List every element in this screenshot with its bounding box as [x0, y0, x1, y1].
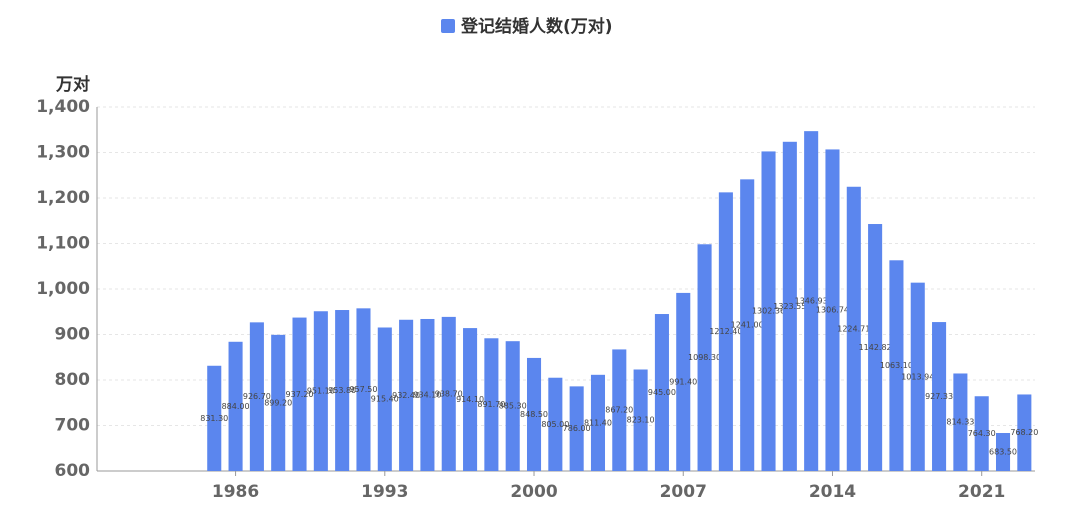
bar — [633, 369, 648, 471]
bar — [974, 396, 989, 471]
data-label: 914.10 — [456, 395, 484, 404]
data-label: 915.40 — [371, 395, 399, 404]
bar — [548, 377, 563, 471]
y-axis-label: 万对 — [55, 74, 90, 95]
data-label: 683.50 — [989, 448, 1017, 457]
bar — [569, 386, 584, 471]
data-label: 1224.71 — [837, 324, 870, 333]
bar — [335, 310, 350, 471]
bar — [292, 317, 307, 471]
bar — [249, 322, 264, 471]
bar — [846, 186, 861, 471]
bar — [676, 292, 691, 471]
data-label: 927.33 — [925, 392, 953, 401]
data-label: 926.70 — [243, 392, 271, 401]
bar — [995, 433, 1011, 471]
bar — [718, 192, 733, 471]
bar — [782, 141, 797, 472]
data-label: 805.00 — [541, 420, 569, 429]
x-tick-label: 1986 — [212, 482, 259, 502]
bar — [590, 374, 606, 471]
data-label: 764.30 — [968, 429, 996, 438]
data-label: 867.20 — [605, 406, 633, 415]
x-tick-label: 2007 — [660, 482, 707, 502]
bar — [313, 311, 328, 471]
data-label: 932.40 — [392, 391, 420, 400]
data-label: 1306.74 — [816, 306, 849, 315]
x-tick-label: 2014 — [809, 482, 856, 502]
bar — [271, 334, 286, 471]
bar — [697, 244, 712, 471]
bar — [612, 349, 627, 471]
data-label: 885.30 — [499, 402, 527, 411]
bar — [228, 341, 243, 471]
bar — [526, 357, 542, 471]
legend-label: 登记结婚人数(万对) — [460, 16, 613, 37]
x-tick-label: 2021 — [958, 482, 1005, 502]
data-label: 1323.55 — [773, 302, 806, 311]
bar — [932, 322, 947, 471]
y-tick-label: 1,000 — [36, 279, 90, 299]
data-label: 786.00 — [563, 424, 591, 433]
bar — [868, 224, 883, 471]
data-label: 951.10 — [307, 387, 335, 396]
data-label: 1098.30 — [688, 353, 721, 362]
data-label: 1142.82 — [859, 343, 892, 352]
bar — [1017, 394, 1032, 471]
bar — [399, 319, 414, 471]
y-tick-label: 1,400 — [36, 97, 90, 117]
data-label: 1013.94 — [901, 372, 934, 381]
bar — [463, 328, 478, 471]
bar — [377, 327, 392, 471]
bar — [505, 341, 520, 471]
bar — [910, 282, 925, 471]
bar — [420, 318, 435, 471]
y-tick-label: 900 — [55, 325, 91, 345]
data-label: 1346.93 — [795, 297, 828, 306]
y-tick-label: 1,300 — [36, 143, 90, 163]
legend-swatch — [441, 19, 455, 33]
data-label: 823.10 — [627, 416, 655, 425]
data-label: 1063.10 — [880, 361, 913, 370]
bar — [207, 365, 222, 471]
data-label: 891.70 — [477, 400, 505, 409]
data-label: 1302.36 — [752, 307, 785, 316]
y-tick-label: 1,100 — [36, 234, 90, 254]
x-tick-label: 2000 — [510, 482, 557, 502]
bar — [441, 316, 456, 471]
y-tick-label: 600 — [55, 461, 91, 481]
data-label: 768.20 — [1010, 428, 1038, 437]
x-tick-label: 1993 — [361, 482, 408, 502]
bar — [484, 338, 499, 471]
data-label: 957.50 — [349, 385, 377, 394]
data-label: 884.00 — [222, 402, 250, 411]
data-label: 938.70 — [435, 389, 463, 398]
bar — [654, 314, 669, 471]
y-tick-label: 1,200 — [36, 188, 90, 208]
bar — [740, 179, 755, 471]
bar — [953, 373, 968, 471]
data-label: 1212.40 — [709, 327, 742, 336]
data-label: 953.80 — [328, 386, 356, 395]
bar — [825, 149, 840, 472]
y-tick-label: 800 — [55, 370, 91, 390]
data-label: 934.10 — [413, 390, 441, 399]
bar — [356, 308, 371, 471]
bar — [804, 131, 819, 471]
bar — [761, 151, 776, 471]
data-label: 811.40 — [584, 418, 612, 427]
data-label: 937.20 — [286, 390, 314, 399]
data-label: 899.20 — [264, 398, 292, 407]
data-label: 991.40 — [669, 377, 697, 386]
data-label: 831.30 — [200, 414, 228, 423]
data-label: 814.33 — [946, 418, 974, 427]
y-tick-label: 700 — [55, 416, 91, 436]
data-label: 1241.00 — [731, 321, 764, 330]
bar — [889, 260, 904, 471]
data-label: 848.50 — [520, 410, 548, 419]
data-label: 945.00 — [648, 388, 676, 397]
